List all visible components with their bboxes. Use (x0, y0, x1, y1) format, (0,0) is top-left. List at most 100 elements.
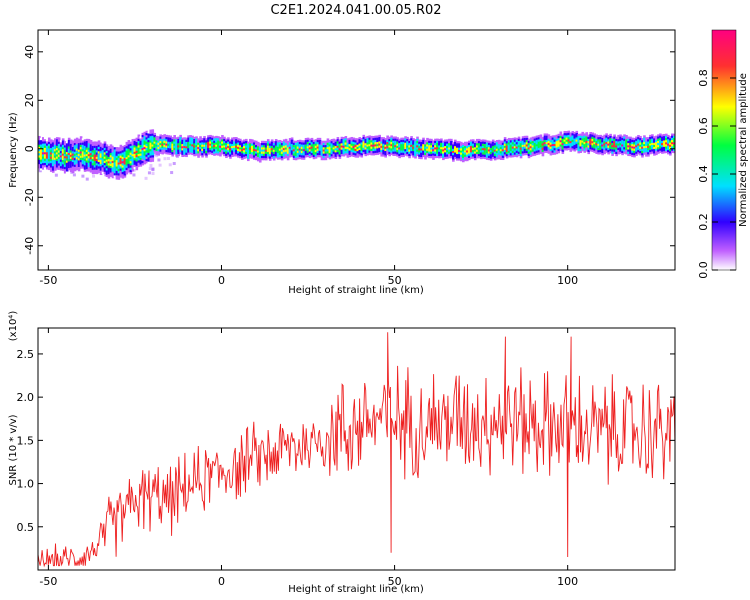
heatmap-cell (79, 151, 83, 154)
snr-y-tick-label: 1.5 (17, 434, 35, 447)
heatmap-cell (139, 151, 143, 154)
heatmap-panel: -50 0 50 100 -40 -20 0 20 40 Height of straight … (8, 29, 676, 296)
heatmap-cell (268, 150, 272, 153)
heatmap-cell (38, 151, 41, 154)
heatmap-cell (81, 153, 85, 156)
heatmap-cell (533, 145, 537, 148)
heatmap-cell (276, 148, 280, 151)
heatmap-cell (165, 143, 168, 146)
heatmap-cell (547, 143, 551, 146)
heatmap-cell (181, 146, 184, 149)
heatmap-cell (396, 145, 399, 148)
heatmap-cell (258, 151, 262, 154)
heatmap-cell (75, 152, 79, 155)
heatmap-cell (215, 144, 218, 147)
heatmap-cell (266, 147, 270, 150)
heatmap-cell (300, 148, 304, 151)
heatmap-cell (655, 144, 658, 147)
heatmap-cell (77, 154, 81, 157)
heatmap-cell (641, 146, 644, 149)
heatmap-cell (515, 146, 519, 149)
heatmap-cell (92, 174, 96, 178)
heatmap-cell (221, 143, 224, 146)
heatmap-cell (213, 145, 216, 148)
heatmap-cell (262, 149, 266, 152)
heatmap-x-tick-label: 0 (218, 274, 225, 287)
heatmap-cell (475, 147, 479, 150)
heatmap-cell (356, 146, 360, 149)
heatmap-cell (282, 148, 286, 151)
heatmap-cell (322, 149, 326, 152)
heatmap-cell (392, 145, 395, 148)
heatmap-cell (87, 154, 91, 157)
heatmap-cell (567, 139, 571, 142)
heatmap-cell (72, 173, 76, 177)
heatmap-cell (338, 148, 342, 151)
heatmap-cell (611, 145, 614, 148)
heatmap-cell (131, 154, 135, 157)
heatmap-cell (207, 143, 210, 146)
heatmap-cell (326, 147, 330, 150)
snr-y-tick-label: 2.0 (17, 391, 35, 404)
heatmap-cell (450, 147, 453, 150)
heatmap-cell (380, 145, 383, 148)
heatmap-cell (491, 148, 495, 151)
heatmap-cell (348, 146, 352, 149)
heatmap-cell (290, 146, 294, 149)
heatmap-cell (85, 177, 89, 181)
heatmap-cell (366, 144, 370, 147)
heatmap-cell (416, 145, 419, 148)
snr-series-line (38, 332, 675, 568)
heatmap-cell (332, 147, 336, 150)
heatmap-cell (497, 148, 501, 151)
heatmap-cell (352, 146, 356, 149)
heatmap-x-tick-label: 100 (557, 274, 578, 287)
heatmap-cell (163, 157, 167, 161)
heatmap-cell (543, 142, 547, 145)
heatmap-cell (113, 160, 117, 163)
heatmap-cell (513, 146, 517, 149)
heatmap-y-tick-label: -40 (23, 237, 36, 255)
colorbar-gradient (711, 29, 737, 271)
heatmap-cell (412, 146, 415, 149)
heatmap-cell (424, 148, 427, 151)
heatmap-cell (310, 146, 314, 149)
heatmap-cell (223, 145, 226, 148)
heatmap-cell (71, 155, 75, 158)
heatmap-cell (591, 141, 594, 144)
heatmap-cell (43, 152, 47, 155)
heatmap-cell (171, 145, 174, 148)
heatmap-cell (247, 150, 250, 153)
heatmap-cell (467, 149, 471, 152)
heatmap-cell (239, 147, 242, 150)
colorbar-tick-label: 0.6 (697, 117, 710, 135)
heatmap-cell (639, 144, 642, 147)
heatmap-cell (637, 143, 640, 146)
heatmap-cell (527, 147, 531, 150)
heatmap-cell (166, 157, 170, 161)
heatmap-cell (125, 157, 129, 160)
heatmap-cell (73, 153, 77, 156)
heatmap-cell (595, 143, 598, 146)
heatmap-cell (111, 160, 115, 163)
heatmap-cell (517, 145, 521, 148)
heatmap-cell (541, 145, 545, 148)
heatmap-cell (132, 173, 136, 177)
heatmap-cell (83, 154, 87, 157)
heatmap-cell (621, 144, 624, 147)
heatmap-cell (561, 143, 565, 146)
heatmap-cell (152, 152, 156, 156)
heatmap-cell (81, 174, 85, 178)
heatmap-cell (252, 149, 256, 152)
heatmap-cell (565, 139, 569, 142)
heatmap-cell (256, 150, 260, 153)
heatmap-cell (402, 146, 405, 149)
heatmap-cell (483, 148, 487, 151)
snr-marks (38, 332, 675, 568)
heatmap-cell (645, 145, 648, 148)
heatmap-cell (95, 156, 99, 159)
heatmap-cell (47, 152, 51, 155)
heatmap-cell (280, 149, 284, 152)
heatmap-cell (272, 149, 276, 152)
heatmap-cell (388, 145, 391, 148)
